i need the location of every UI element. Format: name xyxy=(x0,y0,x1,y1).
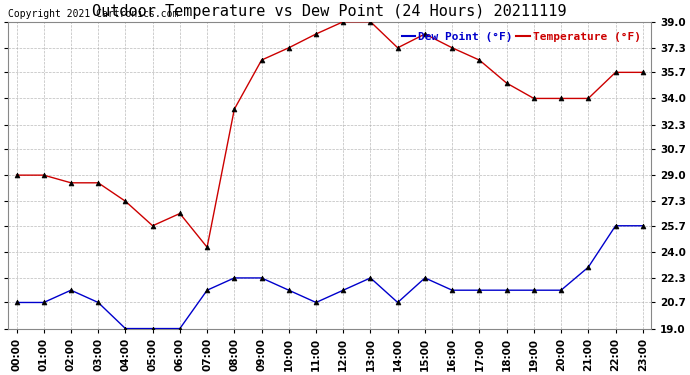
Legend: Dew Point (°F), Temperature (°F): Dew Point (°F), Temperature (°F) xyxy=(397,27,645,46)
Text: Copyright 2021 Cartronics.com: Copyright 2021 Cartronics.com xyxy=(8,9,179,19)
Title: Outdoor Temperature vs Dew Point (24 Hours) 20211119: Outdoor Temperature vs Dew Point (24 Hou… xyxy=(92,4,567,19)
